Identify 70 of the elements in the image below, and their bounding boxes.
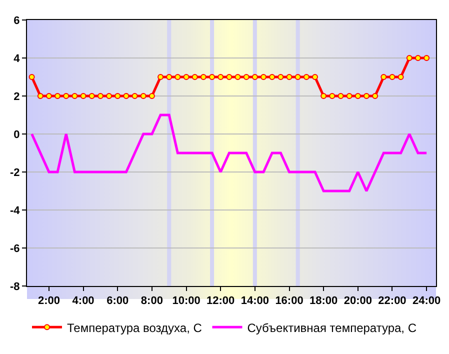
point (218, 74, 224, 80)
y-tick-label: 4 (14, 52, 21, 65)
point (174, 74, 181, 80)
point (192, 74, 198, 80)
x-tick-label: 14:00 (240, 295, 269, 308)
point (380, 74, 387, 80)
point (320, 93, 327, 99)
point (114, 93, 121, 99)
point (54, 93, 61, 99)
point (140, 93, 146, 99)
point (312, 74, 318, 80)
point (338, 93, 344, 99)
point (63, 93, 70, 99)
point (372, 93, 378, 99)
point (28, 74, 35, 80)
x-tick-label: 12:00 (206, 295, 235, 308)
x-tick-label: 24:00 (412, 295, 441, 308)
point (234, 74, 241, 80)
legend-label: Температура воздуха, С (67, 320, 202, 335)
point (183, 74, 190, 80)
x-tick-label: 16:00 (275, 295, 304, 308)
point (209, 74, 216, 80)
x-tick-label: 6:00 (106, 295, 129, 308)
point (106, 93, 112, 99)
point (294, 74, 301, 80)
point (166, 74, 172, 80)
point (80, 93, 86, 99)
point (398, 74, 404, 80)
point (354, 93, 361, 99)
point (226, 74, 232, 80)
point (243, 74, 250, 80)
point (46, 93, 52, 99)
point (269, 74, 276, 80)
point (260, 74, 267, 80)
point (329, 93, 336, 99)
y-tick-label: 0 (14, 128, 20, 141)
point (158, 74, 164, 80)
y-tick-label: 2 (14, 90, 20, 103)
point (363, 93, 370, 99)
point (278, 74, 284, 80)
x-tick-label: 18:00 (310, 295, 338, 308)
x-tick-label: 8:00 (140, 295, 163, 308)
x-tick-label: 20:00 (344, 295, 372, 308)
point (97, 93, 104, 99)
x-tick-label: 10:00 (172, 295, 200, 308)
y-tick-label: -4 (10, 204, 21, 217)
y-tick-label: -2 (10, 166, 20, 179)
point (424, 55, 430, 61)
point (148, 93, 155, 99)
point (88, 93, 95, 99)
y-tick-label: -8 (10, 280, 20, 293)
legend-label: Субъективная температура, С (247, 320, 417, 335)
y-tick-label: -6 (10, 242, 20, 255)
point (389, 74, 396, 80)
point (72, 93, 78, 99)
point (200, 74, 206, 80)
x-tick-label: 4:00 (72, 295, 94, 308)
y-tick-label: 6 (14, 14, 20, 27)
point (132, 93, 138, 99)
point (346, 93, 352, 99)
point (37, 93, 44, 99)
x-tick-label: 22:00 (378, 295, 406, 308)
line-series (30, 114, 428, 192)
point (252, 74, 258, 80)
point (123, 93, 130, 99)
point (414, 55, 421, 61)
point (406, 55, 412, 61)
point (286, 74, 292, 80)
point (303, 74, 310, 80)
x-tick-label: 2:00 (38, 295, 60, 308)
